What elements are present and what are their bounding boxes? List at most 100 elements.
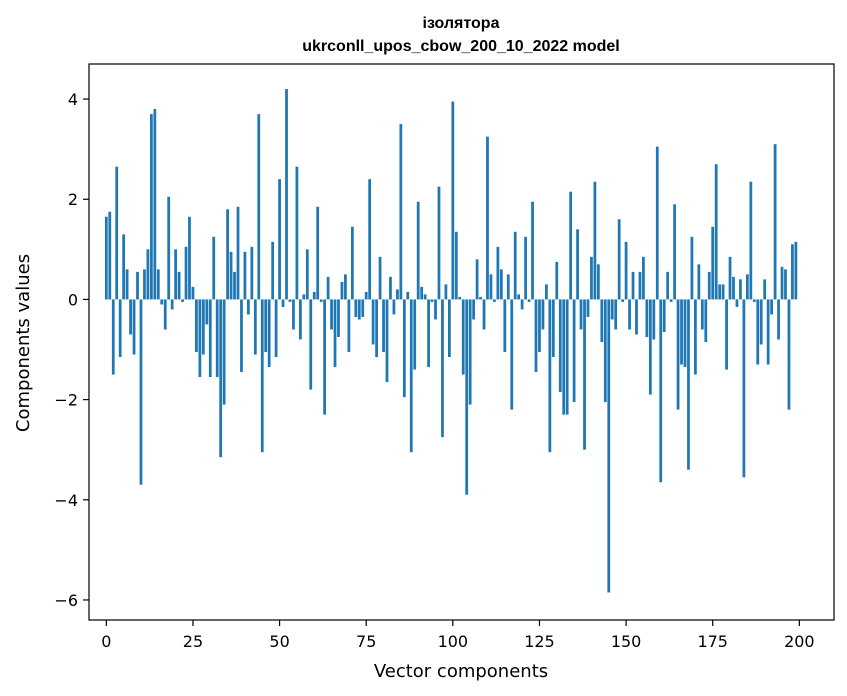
bar-124 [534, 299, 538, 373]
bar-26 [195, 299, 198, 353]
bar-197 [787, 299, 791, 410]
bar-51 [281, 299, 285, 307]
bar-41 [247, 299, 250, 315]
bar-54 [292, 299, 295, 330]
bar-132 [562, 299, 566, 415]
bar-145 [607, 299, 611, 593]
bar-99 [447, 299, 451, 358]
bar-25 [191, 286, 195, 300]
bar-187 [752, 299, 756, 302]
bar-39 [240, 299, 243, 373]
bar-53 [288, 299, 292, 302]
bar-81 [385, 299, 389, 383]
bar-108 [479, 296, 482, 300]
bar-47 [267, 299, 271, 368]
bar-195 [780, 266, 784, 300]
bar-135 [572, 299, 576, 403]
bar-131 [558, 299, 562, 393]
bar-162 [666, 271, 670, 300]
bar-29 [205, 299, 209, 325]
bar-101 [454, 231, 458, 300]
bar-156 [645, 299, 649, 337]
plot-frame [88, 63, 835, 621]
bars-group [104, 89, 798, 593]
bar-193 [773, 144, 777, 300]
bar-72 [354, 299, 358, 317]
bar-0 [104, 216, 108, 300]
bar-148 [617, 219, 621, 300]
bar-191 [766, 299, 770, 365]
bar-89 [413, 299, 417, 370]
bar-117 [510, 299, 514, 410]
bar-171 [697, 264, 701, 300]
bar-103 [461, 299, 465, 375]
bar-161 [662, 299, 666, 332]
bar-169 [690, 236, 694, 300]
bar-88 [409, 299, 413, 453]
bar-42 [250, 246, 254, 300]
bar-105 [468, 299, 472, 405]
bar-91 [420, 286, 424, 300]
x-tick-label: 50 [269, 632, 289, 651]
bar-198 [791, 244, 794, 300]
bar-71 [350, 226, 354, 300]
bar-9 [136, 271, 139, 300]
bar-64 [326, 276, 330, 300]
bar-179 [725, 299, 728, 370]
bar-168 [687, 299, 690, 470]
bar-62 [319, 299, 323, 302]
bar-160 [659, 299, 663, 483]
bar-38 [236, 206, 240, 300]
bar-141 [593, 181, 597, 300]
bar-33 [219, 299, 223, 458]
bar-19 [170, 299, 174, 310]
bar-96 [437, 186, 441, 300]
bar-63 [323, 299, 327, 415]
bar-129 [551, 299, 555, 358]
bar-149 [621, 299, 625, 302]
bar-1 [108, 211, 112, 300]
bar-194 [777, 299, 780, 340]
bar-43 [253, 299, 257, 355]
bar-164 [673, 204, 676, 300]
bar-138 [583, 299, 586, 450]
bar-183 [739, 279, 742, 300]
bar-176 [714, 164, 718, 300]
chart-title-line-1: ізолятора [423, 15, 500, 32]
bar-10 [139, 299, 143, 485]
bar-48 [271, 241, 275, 300]
bar-116 [506, 274, 510, 300]
bar-185 [745, 274, 749, 300]
bar-46 [264, 299, 268, 353]
bar-49 [274, 299, 278, 358]
bar-175 [711, 226, 715, 300]
bar-7 [129, 299, 132, 335]
bar-69 [344, 274, 347, 300]
bar-6 [125, 269, 129, 300]
bar-73 [357, 299, 361, 320]
bar-8 [132, 299, 136, 355]
bar-84 [396, 289, 399, 300]
x-tick-label: 25 [183, 632, 203, 651]
bar-119 [517, 294, 521, 300]
bar-114 [499, 269, 503, 300]
bar-115 [503, 299, 507, 353]
x-axis-ticks: 0 25 50 75 100 125 150 175 200 [101, 620, 815, 651]
x-tick-label: 175 [697, 632, 728, 651]
bar-37 [233, 271, 236, 300]
bar-92 [423, 294, 427, 300]
bar-189 [759, 299, 763, 345]
y-tick-label: 2 [68, 190, 78, 209]
bar-4 [118, 299, 122, 358]
bar-57 [302, 294, 306, 300]
bar-166 [680, 299, 683, 365]
bar-144 [603, 299, 607, 403]
bar-109 [482, 299, 486, 330]
bar-118 [513, 231, 517, 300]
bar-82 [389, 276, 392, 300]
x-tick-label: 75 [356, 632, 376, 651]
bar-139 [586, 299, 590, 317]
bar-133 [565, 299, 569, 415]
bar-150 [624, 241, 628, 300]
